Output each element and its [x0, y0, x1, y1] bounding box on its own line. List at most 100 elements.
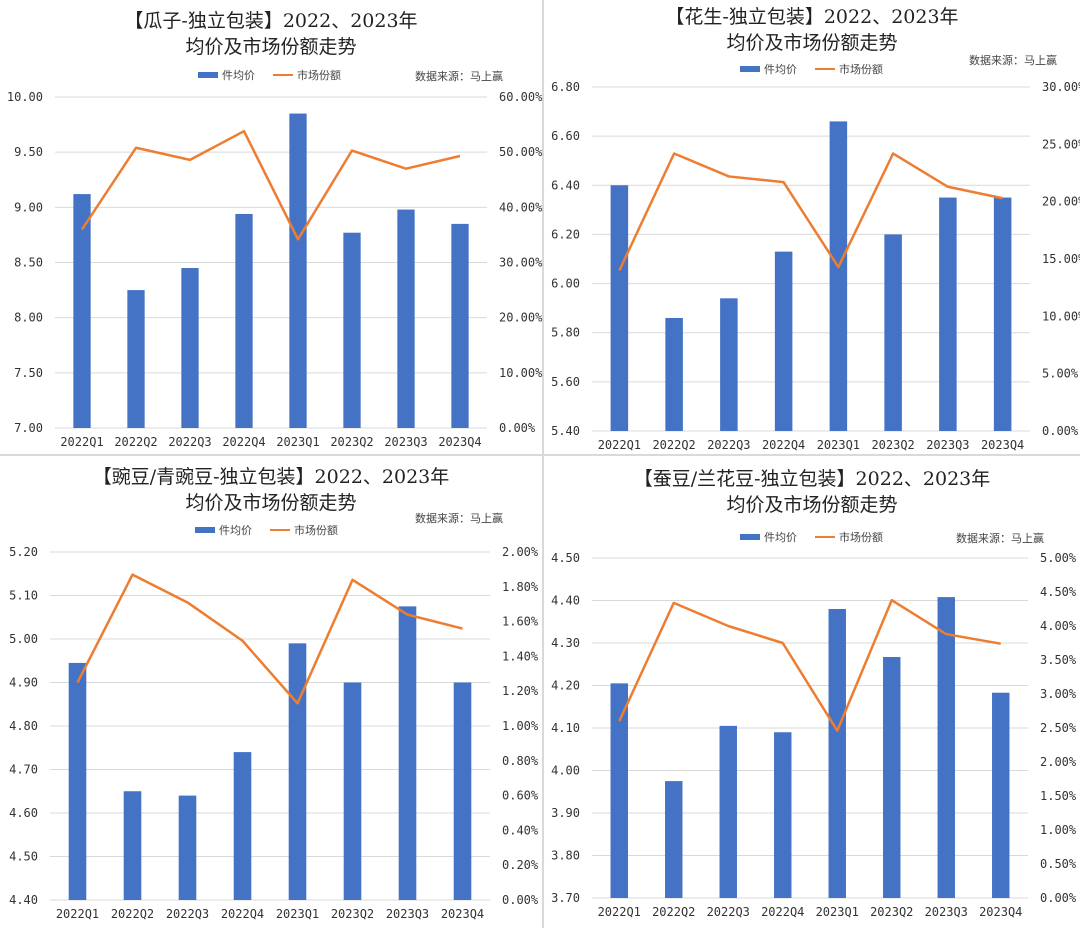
bar-avg-price — [451, 223, 469, 428]
bar-avg-price — [992, 692, 1010, 898]
y-tick-label-right: 1.40% — [502, 649, 539, 663]
x-tick-label: 2022Q3 — [168, 435, 211, 449]
y-tick-label-right: 2.00% — [1040, 755, 1077, 769]
x-tick-label: 2022Q4 — [222, 435, 265, 449]
y-tick-label-right: 0.60% — [502, 789, 539, 803]
legend-label-price: 件均价 — [219, 524, 252, 537]
y-tick-label-left: 9.50 — [14, 145, 43, 159]
y-tick-label-left: 4.50 — [9, 850, 38, 864]
y-tick-label-right: 3.50% — [1040, 653, 1077, 667]
legend-bar-swatch — [198, 72, 218, 78]
y-tick-label-right: 40.00% — [499, 200, 543, 214]
legend-label-price: 件均价 — [222, 69, 255, 82]
panel-divider-horizontal — [0, 454, 1080, 456]
chart-plot: 4.40 4.50 4.60 4.70 4.80 4.90 5.00 5.10 5.20 0.00… — [9, 545, 539, 921]
legend-label-price: 件均价 — [764, 63, 797, 76]
y-tick-label-left: 4.90 — [9, 676, 38, 690]
y-tick-label-left: 4.30 — [551, 636, 580, 650]
y-tick-label-right: 1.00% — [1040, 823, 1077, 837]
legend-line-swatch — [273, 74, 293, 76]
y-tick-label-left: 4.40 — [9, 893, 38, 907]
chart-title-line2: 均价及市场份额走势 — [185, 492, 357, 514]
chart-panel-guazi: 【瓜子-独立包装】2022、2023年 均价及市场份额走势 件均价 市场份额 数… — [0, 0, 543, 454]
x-tick-label: 2022Q3 — [707, 905, 750, 919]
x-tick-label: 2023Q4 — [981, 438, 1024, 452]
y-tick-label-left: 10.00 — [7, 90, 43, 104]
chart-legend: 件均价 市场份额 — [198, 67, 353, 83]
y-tick-label-right: 2.50% — [1040, 721, 1077, 735]
legend-label-share: 市场份额 — [297, 69, 341, 82]
bar-avg-price — [343, 682, 362, 900]
bar-avg-price — [774, 251, 793, 431]
bar-avg-price — [884, 234, 902, 431]
y-tick-label-left: 4.20 — [551, 679, 580, 693]
bar-avg-price — [397, 209, 415, 428]
chart-title: 【蚕豆/兰花豆-独立包装】2022、2023年 均价及市场份额走势 — [544, 466, 1080, 518]
y-tick-label-left: 4.60 — [9, 806, 38, 820]
y-tick-label-left: 8.50 — [14, 256, 43, 270]
y-tick-label-left: 4.80 — [9, 719, 38, 733]
y-tick-label-right: 10.00% — [499, 366, 543, 380]
chart-legend: 件均价 市场份额 — [740, 529, 895, 545]
data-source-note: 数据来源：马上赢 — [415, 70, 503, 83]
x-tick-label: 2023Q4 — [979, 905, 1022, 919]
y-tick-label-right: 0.00% — [502, 893, 539, 907]
y-tick-label-left: 4.50 — [551, 551, 580, 565]
y-tick-label-right: 1.00% — [502, 719, 539, 733]
y-tick-label-right: 60.00% — [499, 90, 543, 104]
y-tick-label-left: 6.00 — [551, 277, 580, 291]
x-tick-label: 2023Q1 — [817, 438, 860, 452]
chart-title-line1: 【花生-独立包装】2022、2023年 — [665, 6, 959, 28]
x-tick-label: 2023Q1 — [816, 905, 859, 919]
y-tick-label-right: 50.00% — [499, 145, 543, 159]
line-market-share — [76, 573, 463, 705]
bar-avg-price — [288, 643, 307, 900]
legend-bar-swatch — [740, 66, 760, 72]
bar-avg-price — [993, 197, 1012, 431]
y-tick-label-left: 6.20 — [551, 227, 580, 241]
x-tick-label: 2023Q3 — [386, 907, 429, 921]
legend-bar-swatch — [195, 527, 215, 533]
y-tick-label-right: 15.00% — [1042, 252, 1080, 266]
chart-title: 【瓜子-独立包装】2022、2023年 均价及市场份额走势 — [0, 8, 542, 60]
bar-avg-price — [829, 121, 848, 432]
legend-item-price: 件均价 — [195, 522, 252, 538]
legend-line-swatch — [815, 536, 835, 538]
bar-avg-price — [719, 725, 737, 898]
chart-title-line2: 均价及市场份额走势 — [726, 32, 898, 54]
chart-plot: 7.00 7.50 8.00 8.50 9.00 9.50 10.00 0.00% 10.00%… — [7, 90, 543, 449]
x-tick-label: 2023Q3 — [926, 438, 969, 452]
y-tick-label-right: 25.00% — [1042, 137, 1080, 151]
y-tick-label-right: 0.00% — [1042, 424, 1079, 438]
y-tick-label-right: 3.00% — [1040, 687, 1077, 701]
bar-avg-price — [665, 781, 683, 898]
chart-title: 【豌豆/青豌豆-独立包装】2022、2023年 均价及市场份额走势 — [0, 464, 542, 516]
legend-label-price: 件均价 — [764, 531, 797, 544]
x-tick-label: 2022Q4 — [221, 907, 264, 921]
chart-title-line2: 均价及市场份额走势 — [726, 494, 898, 516]
y-tick-label-right: 30.00% — [1042, 80, 1080, 94]
chart-legend: 件均价 市场份额 — [195, 522, 350, 538]
x-tick-label: 2022Q3 — [707, 438, 750, 452]
chart-title-line2: 均价及市场份额走势 — [185, 36, 357, 58]
chart-title-line1: 【豌豆/青豌豆-独立包装】2022、2023年 — [92, 466, 450, 488]
y-tick-label-left: 4.10 — [551, 721, 580, 735]
line-market-share — [80, 129, 461, 241]
legend-line-swatch — [270, 529, 290, 531]
x-tick-label: 2022Q2 — [652, 438, 695, 452]
y-tick-label-left: 5.10 — [9, 589, 38, 603]
bar-avg-price — [233, 752, 252, 900]
chart-title: 【花生-独立包装】2022、2023年 均价及市场份额走势 — [544, 4, 1080, 56]
chart-legend: 件均价 市场份额 — [740, 61, 895, 77]
bar-avg-price — [127, 290, 145, 428]
bar-avg-price — [235, 213, 253, 428]
legend-label-share: 市场份额 — [839, 63, 883, 76]
chart-title-line1: 【蚕豆/兰花豆-独立包装】2022、2023年 — [633, 468, 991, 490]
x-tick-label: 2023Q2 — [871, 438, 914, 452]
x-tick-label: 2023Q4 — [438, 435, 481, 449]
y-tick-label-left: 3.70 — [551, 891, 580, 905]
chart-title-line1: 【瓜子-独立包装】2022、2023年 — [124, 10, 418, 32]
y-tick-label-right: 5.00% — [1042, 367, 1079, 381]
x-tick-label: 2022Q2 — [114, 435, 157, 449]
y-tick-label-left: 5.80 — [551, 326, 580, 340]
